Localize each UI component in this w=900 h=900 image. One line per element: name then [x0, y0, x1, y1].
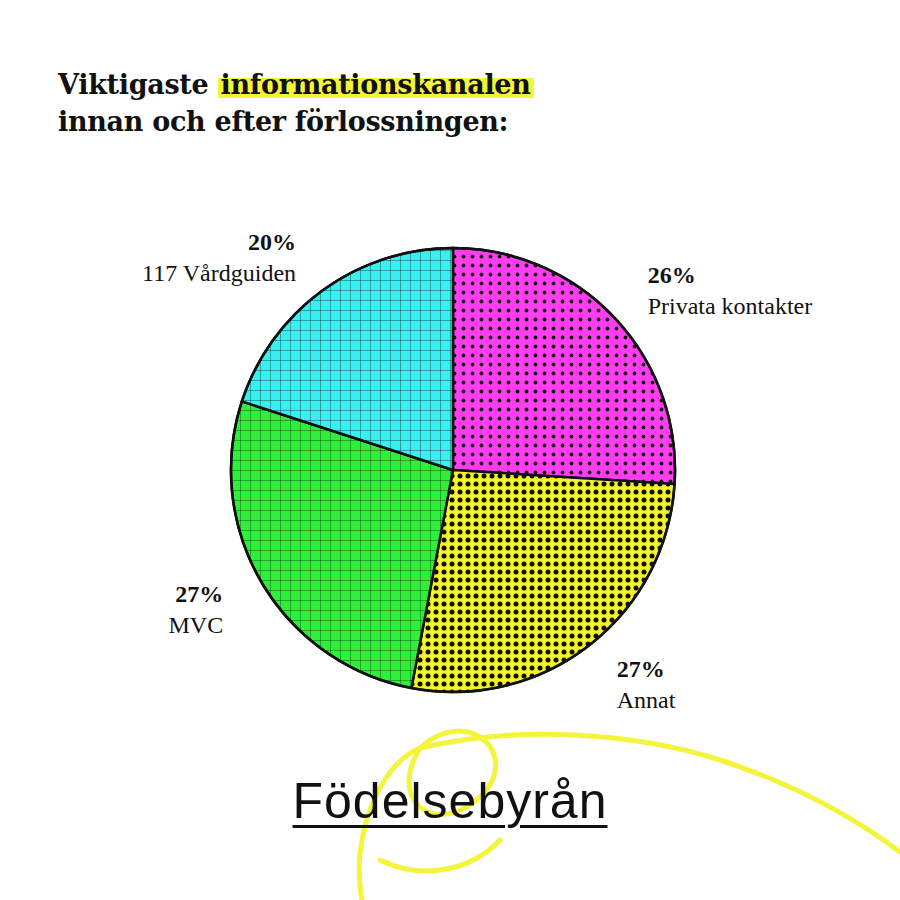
pie-slice: [411, 470, 674, 692]
pie-slice: [453, 248, 675, 484]
pie: [231, 248, 675, 692]
data-label: 27%: [175, 581, 223, 607]
brand: Födelsebyrån: [0, 772, 900, 830]
category-label: Privata kontakter: [648, 293, 813, 319]
category-label: MVC: [168, 612, 223, 638]
data-label: 26%: [648, 262, 696, 288]
pie-outline: [231, 248, 675, 692]
data-label: 27%: [617, 656, 665, 682]
labels: 26% Privata kontakter 27% Annat 27% MVC 20% 117…: [142, 229, 812, 713]
category-label: 117 Vårdguiden: [142, 260, 296, 286]
category-label: Annat: [617, 687, 676, 713]
data-label: 20%: [248, 229, 296, 255]
title: Viktigaste informationskanaleninnan och …: [58, 66, 858, 140]
